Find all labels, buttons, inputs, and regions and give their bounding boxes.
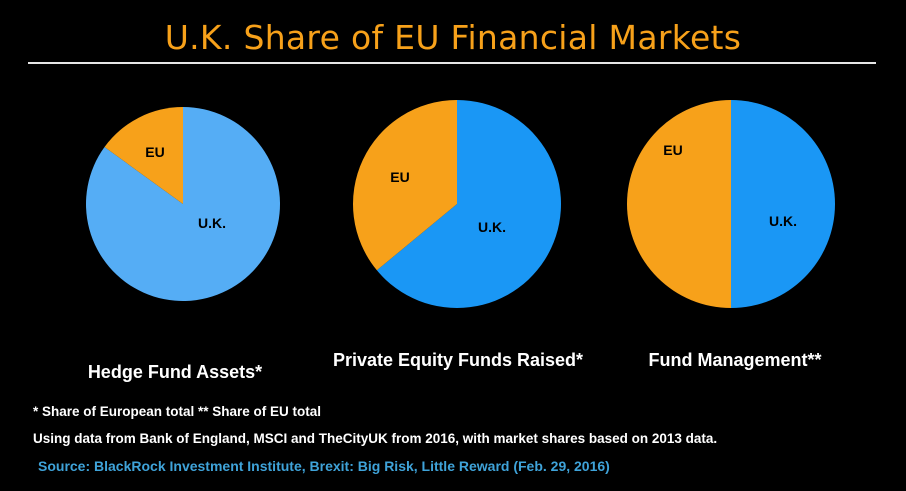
pie-caption-fund-management: Fund Management** [648,350,822,370]
data-note: Using data from Bank of England, MSCI an… [33,431,718,446]
pie-label-fund-management-uk: U.K. [769,213,797,229]
source-citation: Source: BlackRock Investment Institute, … [38,458,610,474]
pie-label-hedge-fund-eu: EU [145,144,164,160]
pie-label-private-equity-eu: EU [390,169,409,185]
pie-caption-hedge-fund: Hedge Fund Assets* [87,362,263,382]
pie-label-hedge-fund-uk: U.K. [198,215,226,231]
chart-title: U.K. Share of EU Financial Markets [164,18,742,57]
pie-slice-private-equity-uk [376,100,561,309]
pie-label-fund-management-eu: EU [663,142,682,158]
footnote: * Share of European total ** Share of EU… [33,404,322,419]
pie-slice-fund-management-uk [731,100,835,308]
pie-slice-private-equity-eu [353,100,457,271]
pie-label-private-equity-uk: U.K. [478,219,506,235]
title-divider [28,62,876,64]
pie-slice-hedge-fund-eu [104,107,183,204]
pie-caption-private-equity: Private Equity Funds Raised* [332,350,584,370]
pie-slice-fund-management-eu [627,100,731,308]
